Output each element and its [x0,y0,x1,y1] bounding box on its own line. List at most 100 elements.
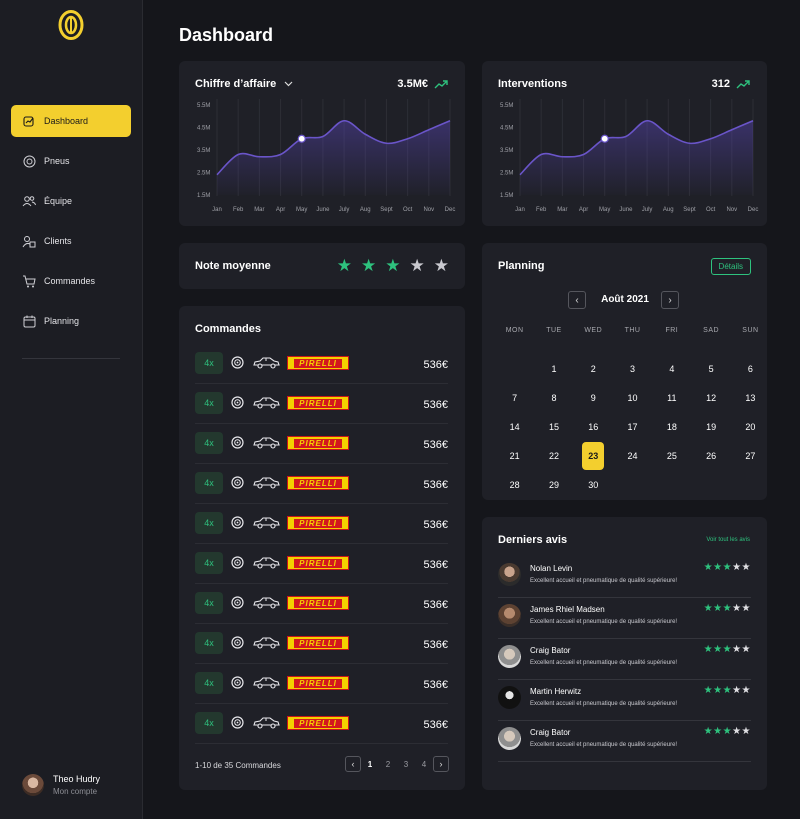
order-row[interactable]: 4x PIRELLI 536€ [195,344,448,384]
page-number[interactable]: 4 [421,759,427,769]
tire-logo-icon[interactable] [58,10,84,40]
chevron-down-icon[interactable] [284,81,293,87]
page-number[interactable]: 1 [367,759,373,769]
calendar-day[interactable]: 2 [590,363,596,374]
calendar-day[interactable]: 4 [669,363,675,374]
star-icon: ★ [713,562,723,573]
reviewer-name: Craig Bator [530,646,571,655]
calendar-day[interactable]: 7 [512,392,518,403]
calendar-day[interactable]: 18 [666,421,677,432]
calendar-day[interactable]: 30 [588,479,599,490]
next-month-button[interactable]: › [661,291,679,309]
order-price: 536€ [423,679,448,691]
tire-icon [231,676,244,694]
tire-icon [231,556,244,574]
review-item[interactable]: Craig Bator Excellent accueil et pneumati… [498,721,751,762]
review-item[interactable]: Martin Herwitz Excellent accueil et pneum… [498,680,751,721]
nav-item-commandes[interactable]: Commandes [11,265,131,297]
calendar-day[interactable]: 22 [548,450,559,461]
calendar-day[interactable]: 28 [509,479,520,490]
review-text: Excellent accueil et pneumatique de qual… [530,660,678,666]
calendar-day[interactable]: 12 [706,392,717,403]
orders-title: Commandes [195,323,262,335]
review-item[interactable]: James Rhiel Madsen Excellent accueil et p… [498,598,751,639]
calendar-day[interactable]: 19 [706,421,717,432]
calendar-day[interactable]: 10 [627,392,638,403]
nav-item-planning[interactable]: Planning [11,305,131,337]
calendar-day[interactable]: 9 [590,392,596,403]
page-number[interactable]: 3 [403,759,409,769]
revenue-x-tick: July [339,207,350,213]
review-text: Excellent accueil et pneumatique de qual… [530,701,678,707]
car-icon [252,396,280,414]
calendar-day[interactable]: 15 [548,421,559,432]
order-row[interactable]: 4x PIRELLI 536€ [195,584,448,624]
review-stars: ★★★★★ [704,644,751,655]
calendar-day[interactable]: 1 [551,363,557,374]
revenue-highlight-point[interactable] [297,134,306,143]
calendar-day[interactable]: 8 [551,392,557,403]
car-icon [252,476,280,494]
star-icon: ★ [722,603,733,614]
user-account[interactable]: Theo Hudry Mon compte [22,774,100,796]
order-row[interactable]: 4x PIRELLI 536€ [195,424,448,464]
calendar-day[interactable]: 26 [706,450,717,461]
order-row[interactable]: 4x PIRELLI 536€ [195,624,448,664]
nav-item-clients[interactable]: Clients [11,225,131,257]
details-button[interactable]: Détails [710,258,751,275]
star-icon: ★ [741,562,751,573]
tire-icon [231,396,244,414]
revenue-title[interactable]: Chiffre d’affaire [195,78,293,90]
see-all-reviews-link[interactable]: Voir tout les avis [706,537,750,543]
nav-item-dashboard[interactable]: Dashboard [11,105,131,137]
weekday-header: SUN [742,327,759,334]
calendar-day[interactable]: 16 [588,421,599,432]
weekday-header: FRI [665,327,679,334]
calendar-day[interactable]: 29 [548,479,559,490]
prev-page-button[interactable]: ‹ [345,756,361,772]
calendar-day[interactable]: 6 [747,363,753,374]
account-link[interactable]: Mon compte [53,787,98,796]
nav-item-pneus[interactable]: Pneus [11,145,131,177]
tire-icon [22,154,36,168]
calendar-day[interactable]: 14 [509,421,520,432]
prev-month-button[interactable]: ‹ [568,291,586,309]
brand-name: PIRELLI [294,678,342,688]
interventions-chart: Jan Feb Mar Apr May June July Aug Sept Oct Nov Dec 5… [500,99,758,213]
order-row[interactable]: 4x PIRELLI 536€ [195,544,448,584]
calendar-day[interactable]: 3 [630,363,636,374]
star-icon: ★ [713,603,723,614]
order-row[interactable]: 4x PIRELLI 536€ [195,704,448,744]
calendar-day[interactable]: 25 [666,450,677,461]
page-number[interactable]: 2 [385,759,391,769]
dashboard-icon [22,114,36,128]
review-item[interactable]: Nolan Levin Excellent accueil et pneumati… [498,557,751,598]
tire-icon [231,516,244,534]
nav-item-label: Équipe [44,196,73,206]
rating-stars: ★ ★ ★ ★ ★ [328,257,449,274]
sidebar: Dashboard Pneus Équipe Clients Commandes… [0,0,143,819]
calendar-day[interactable]: 27 [745,450,756,461]
calendar-day[interactable]: 11 [667,392,677,403]
nav-item-equipe[interactable]: Équipe [11,185,131,217]
calendar-day[interactable]: 24 [627,450,638,461]
trend-up-icon [434,79,448,88]
calendar-day[interactable]: 13 [745,392,756,403]
calendar-day[interactable]: 17 [627,421,638,432]
calendar-day[interactable]: 20 [745,421,756,432]
order-row[interactable]: 4x PIRELLI 536€ [195,464,448,504]
calendar-day[interactable]: 21 [509,450,520,461]
calendar-day-selected[interactable]: 23 [574,441,613,470]
interventions-x-tick: Feb [536,207,547,213]
calendar-day[interactable]: 5 [708,363,714,374]
interventions-highlight-point[interactable] [600,134,609,143]
rating-title: Note moyenne [195,260,271,272]
calendar-grid: MON TUE WED THU FRI SAD SUN 1 2 3 4 5 6 7 8 9 10 11 12 13 14… [495,325,769,499]
next-page-button[interactable]: › [433,756,449,772]
interventions-y-tick: 5.5M [500,103,513,109]
order-row[interactable]: 4x PIRELLI 536€ [195,384,448,424]
review-item[interactable]: Craig Bator Excellent accueil et pneumati… [498,639,751,680]
user-name: Theo Hudry [53,774,101,784]
order-row[interactable]: 4x PIRELLI 536€ [195,504,448,544]
order-row[interactable]: 4x PIRELLI 536€ [195,664,448,704]
